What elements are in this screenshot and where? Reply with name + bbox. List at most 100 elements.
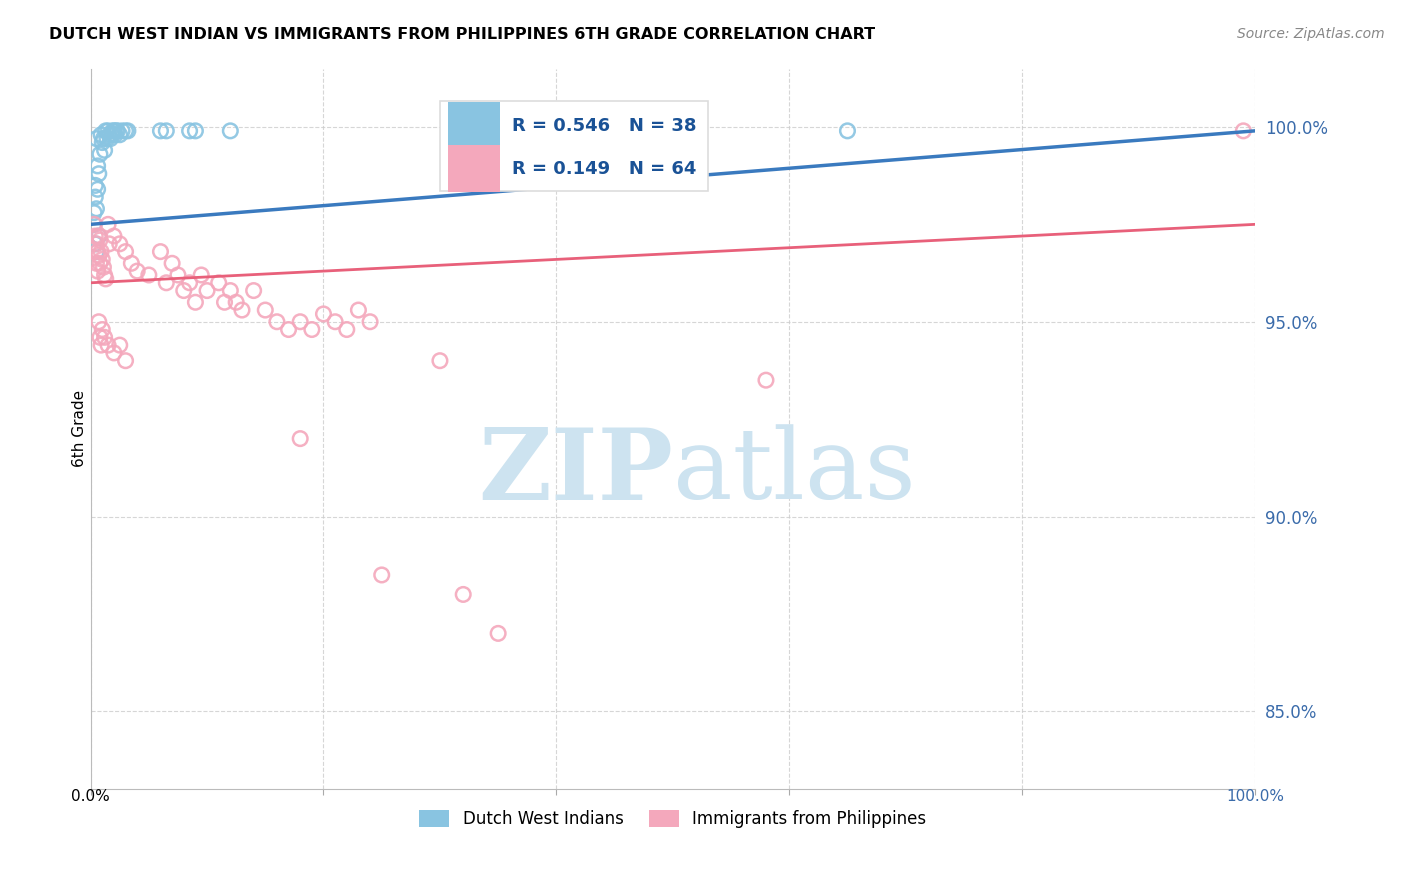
Point [90, 244, 112, 259]
Point [86, 202, 108, 216]
Point [225, 295, 247, 310]
Point [301, 322, 323, 336]
Point [155, 124, 177, 138]
Point [103, 124, 125, 138]
Text: ZIP: ZIP [478, 424, 673, 521]
Point [86, 236, 108, 251]
Point [451, 587, 474, 601]
Legend: Dutch West Indians, Immigrants from Philippines: Dutch West Indians, Immigrants from Phil… [413, 804, 932, 835]
Point [84, 229, 107, 244]
Point [90, 338, 112, 352]
Text: Source: ZipAtlas.com: Source: ZipAtlas.com [1237, 27, 1385, 41]
Point [242, 284, 264, 298]
Point [149, 244, 172, 259]
Point [87, 315, 110, 329]
Point [219, 284, 242, 298]
FancyBboxPatch shape [440, 101, 707, 191]
Point [93, 144, 115, 158]
Point [190, 268, 212, 282]
Point [149, 124, 172, 138]
Point [108, 128, 131, 142]
Point [101, 124, 124, 138]
Point [486, 626, 509, 640]
Point [86, 182, 108, 196]
Point [105, 124, 128, 138]
Text: 100.0%: 100.0% [1226, 789, 1284, 805]
Point [100, 131, 122, 145]
Text: atlas: atlas [673, 425, 915, 520]
Point [160, 256, 183, 270]
Point [86, 159, 108, 173]
Point [97, 218, 120, 232]
Point [1232, 124, 1254, 138]
Point [312, 307, 335, 321]
Point [86, 256, 108, 270]
Text: R = 0.546   N = 38: R = 0.546 N = 38 [512, 117, 696, 135]
FancyBboxPatch shape [449, 145, 501, 192]
Point [277, 322, 299, 336]
Point [84, 190, 107, 204]
Text: DUTCH WEST INDIAN VS IMMIGRANTS FROM PHILIPPINES 6TH GRADE CORRELATION CHART: DUTCH WEST INDIAN VS IMMIGRANTS FROM PHI… [49, 27, 876, 42]
Point [111, 124, 134, 138]
Point [86, 264, 108, 278]
Point [323, 315, 346, 329]
Point [359, 315, 381, 329]
Point [84, 178, 107, 193]
Point [138, 268, 160, 282]
Point [94, 124, 117, 138]
Point [167, 268, 190, 282]
Point [114, 353, 136, 368]
Point [93, 260, 115, 275]
Point [195, 284, 218, 298]
Point [173, 284, 195, 298]
Text: 0.0%: 0.0% [72, 789, 110, 805]
Point [100, 128, 122, 142]
Point [91, 322, 114, 336]
Point [266, 315, 288, 329]
Point [91, 252, 114, 267]
Point [219, 124, 242, 138]
Point [93, 268, 115, 282]
Point [155, 276, 177, 290]
Point [87, 229, 110, 244]
Point [290, 432, 312, 446]
Point [89, 147, 111, 161]
Point [86, 244, 108, 259]
Point [97, 338, 120, 352]
Point [87, 229, 110, 244]
Point [103, 346, 125, 360]
Point [755, 373, 778, 387]
Point [114, 124, 136, 138]
Point [83, 218, 105, 232]
Point [117, 124, 139, 138]
Point [98, 236, 121, 251]
Point [120, 256, 142, 270]
Point [254, 303, 277, 318]
Point [208, 276, 231, 290]
Point [89, 233, 111, 247]
Point [290, 315, 312, 329]
Point [184, 124, 207, 138]
Y-axis label: 6th Grade: 6th Grade [72, 391, 87, 467]
Point [94, 272, 117, 286]
Point [87, 167, 110, 181]
Text: R = 0.149   N = 64: R = 0.149 N = 64 [512, 160, 696, 178]
Point [105, 124, 128, 138]
Point [837, 124, 859, 138]
Point [114, 244, 136, 259]
Point [108, 338, 131, 352]
Point [370, 568, 392, 582]
Point [84, 236, 107, 251]
Point [83, 205, 105, 219]
Point [86, 244, 108, 259]
Point [96, 131, 118, 145]
Point [89, 330, 111, 344]
Point [104, 128, 127, 142]
Point [93, 330, 115, 344]
Point [98, 128, 121, 142]
Point [93, 131, 115, 145]
Point [214, 295, 236, 310]
Point [108, 236, 131, 251]
Point [184, 295, 207, 310]
Point [103, 229, 125, 244]
